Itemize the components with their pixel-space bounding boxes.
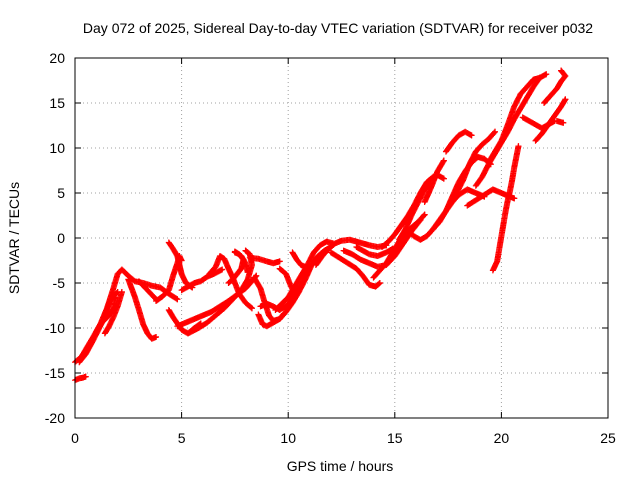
- data-point: [376, 280, 383, 286]
- data-point: [542, 71, 549, 78]
- series-33: [421, 157, 447, 205]
- y-tick-label: 10: [49, 140, 65, 156]
- data-point: [511, 195, 518, 202]
- series-17: [246, 254, 283, 267]
- data-point: [243, 248, 250, 255]
- series-16: [231, 248, 251, 276]
- y-tick-label: 0: [57, 230, 65, 246]
- data-point: [244, 269, 251, 276]
- data-point: [173, 295, 180, 302]
- data-point: [492, 128, 499, 135]
- data-point: [558, 68, 565, 75]
- data-point: [118, 289, 125, 295]
- x-tick-label: 20: [494, 430, 510, 446]
- series-21: [276, 265, 298, 297]
- data-point: [420, 212, 427, 219]
- y-tick-label: 20: [49, 50, 65, 66]
- series-34: [447, 128, 499, 205]
- data-point: [242, 247, 249, 254]
- y-tick-label: -20: [45, 410, 65, 426]
- y-tick-labels: -20 -15 -10 -5 0 5 10 15 20: [45, 50, 65, 426]
- data-point: [440, 175, 447, 182]
- grid-lines: [75, 58, 608, 418]
- x-tick-label: 10: [280, 430, 296, 446]
- series-4: [93, 294, 119, 335]
- data-point: [248, 305, 255, 312]
- data-point: [543, 71, 550, 78]
- data-points: [72, 67, 569, 384]
- data-point: [560, 119, 567, 126]
- x-tick-label: 0: [71, 430, 79, 446]
- plot-frame: [74, 57, 609, 419]
- data-point: [468, 132, 475, 139]
- x-tick-labels: 0 5 10 15 20 25: [71, 430, 616, 446]
- data-point: [562, 96, 569, 103]
- data-point: [558, 67, 565, 74]
- data-point: [440, 157, 447, 164]
- y-tick-label: -10: [45, 320, 65, 336]
- series-27: [353, 244, 396, 259]
- data-point: [515, 143, 522, 150]
- data-point: [174, 296, 181, 303]
- data-point: [276, 258, 283, 265]
- data-point: [421, 211, 428, 218]
- series-2: [72, 373, 89, 384]
- data-point: [82, 373, 89, 380]
- series-18: [251, 274, 287, 324]
- series-23: [289, 249, 309, 270]
- series-41: [541, 67, 569, 106]
- series-6: [125, 276, 160, 342]
- y-tick-label: -15: [45, 365, 65, 381]
- series-35: [442, 128, 475, 155]
- x-tick-label: 15: [387, 430, 403, 446]
- series-22: [272, 238, 336, 313]
- x-tick-label: 5: [178, 430, 186, 446]
- data-point: [491, 129, 498, 136]
- data-point: [153, 334, 160, 340]
- series-39: [489, 143, 522, 274]
- series-5: [101, 289, 125, 337]
- y-axis-label: SDTVAR / TECUs: [6, 182, 22, 294]
- series-25: [327, 249, 383, 290]
- data-point: [561, 97, 568, 104]
- data-point: [302, 263, 309, 270]
- x-axis-label: GPS time / hours: [287, 458, 394, 474]
- y-tick-label: 15: [49, 95, 65, 111]
- y-tick-label: 5: [57, 185, 65, 201]
- data-point: [536, 74, 543, 81]
- data-point: [440, 158, 447, 165]
- chart-title: Day 072 of 2025, Sidereal Day-to-day VTE…: [83, 20, 593, 36]
- y-tick-label: -5: [53, 275, 66, 291]
- data-point: [219, 266, 226, 273]
- data-point: [248, 304, 255, 311]
- series-43: [553, 118, 567, 126]
- x-tick-label: 25: [600, 430, 616, 446]
- data-point: [376, 280, 383, 287]
- series-37: [485, 74, 543, 166]
